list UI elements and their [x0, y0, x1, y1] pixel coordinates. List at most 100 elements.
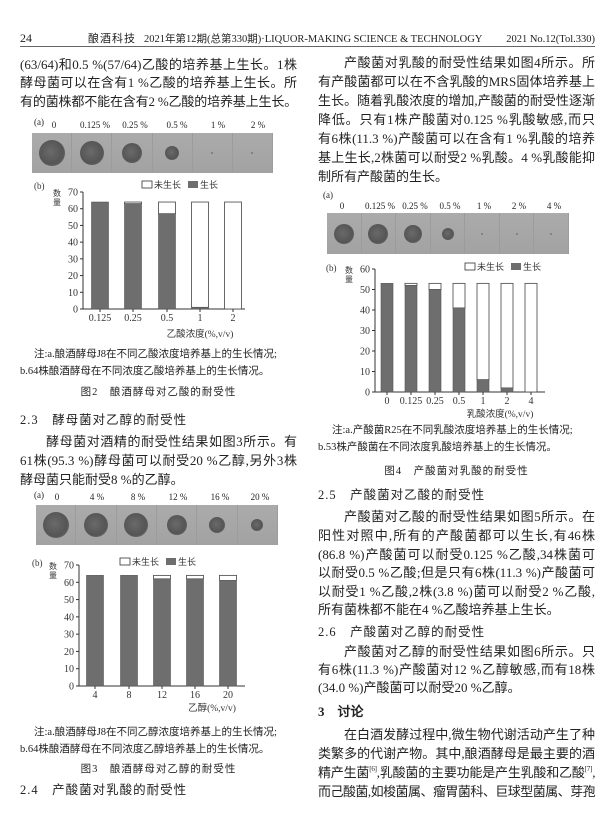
y-tick-label: 0 [73, 305, 78, 316]
plate-cell [327, 213, 362, 254]
panel-b-label: (b) [32, 558, 43, 568]
y-tick-label: 10 [68, 288, 78, 299]
header-rule [20, 46, 595, 47]
y-tick-label: 0 [365, 388, 370, 399]
figure4-note: 注:a.产酸菌R25在不同乳酸浓度培养基上的生长情况; [332, 425, 573, 436]
figure4-concentration-label: 0.25 % [402, 201, 428, 211]
y-tick-label: 20 [64, 647, 74, 658]
bar-grown [219, 580, 237, 687]
body-text-line: 61株(95.3 %)酵母菌可以耐受20 %乙醇,另外3株 [20, 453, 297, 468]
x-tick-label: 1 [481, 396, 486, 407]
y-tick-label: 40 [360, 306, 370, 317]
figure3-panel-a-label: (a) [34, 490, 44, 500]
bar-grown [191, 307, 209, 310]
body-text-line: (86.8 %)产酸菌可以耐受0.125 %乙酸,34株菌可 [318, 547, 595, 562]
body-text-line: 以耐受0.5 %乙酸;但是只有6株(11.3 %)产酸菌可 [318, 565, 595, 580]
figure4-concentration-label: 0 [339, 201, 345, 211]
body-text-line: 有6株(11.3 %)产酸菌可以在含有1 %乳酸的培养 [318, 131, 595, 146]
y-tick-label: 40 [64, 612, 74, 623]
figure3-concentration-label: 8 % [130, 492, 146, 502]
bar-not-grown [404, 282, 418, 286]
y-axis-label: 数 [53, 188, 61, 198]
colony [333, 223, 354, 244]
bar-not-grown [186, 574, 204, 580]
colony [368, 223, 389, 244]
citation-ref[interactable]: [6] [369, 765, 377, 773]
plate-cell [237, 505, 278, 545]
section-heading-2-6: 2.6 产酸菌对乙醇的耐受性 [318, 625, 486, 639]
plate-cell [430, 213, 466, 254]
y-tick-label: 10 [360, 367, 370, 378]
plate-cell [499, 213, 535, 254]
y-tick-label: 20 [68, 271, 78, 282]
bar-not-grown [224, 201, 242, 310]
citation-ref[interactable]: [7] [584, 765, 593, 773]
body-text-line: 有产酸菌都可以在不含乳酸的MRS固体培养基上 [318, 74, 595, 89]
plate-cell [534, 213, 570, 254]
section-heading-2-5: 2.5 产酸菌对乙酸的耐受性 [318, 488, 486, 502]
text-run: ,乳酸菌的主要功能是产生乳酸和乙酸 [376, 765, 585, 780]
figure4-concentration-label: 1 % [476, 201, 492, 211]
body-text-line: (63/64)和0.5 %(57/64)乙酸的培养基上生长。1株 [20, 57, 297, 72]
plate-cell [465, 213, 500, 254]
y-tick-label: 50 [68, 221, 78, 232]
legend-swatch-not-grown [141, 180, 153, 189]
x-tick-label: 0.25 [124, 313, 142, 324]
body-text-line: 类繁多的代谢产物。其中,酿酒酵母是最主要的酒 [318, 746, 595, 761]
figure3-concentration-label: 4 % [89, 492, 105, 502]
figure3-note: b.64株酿酒酵母在不同浓度乙醇培养基上的生长情况。 [20, 744, 270, 755]
figure2-concentration-label: 0.5 % [166, 120, 188, 130]
y-axis-label: 量 [53, 198, 61, 207]
plate-cell [116, 505, 157, 545]
x-tick-label: 0.125 [89, 313, 112, 324]
body-text-line: 生长。随着乳酸浓度的增加,产酸菌的耐受性逐渐 [318, 93, 595, 108]
legend-label: 生长 [178, 556, 196, 567]
y-axis-label: 数 [345, 265, 353, 275]
plate-cell [36, 505, 77, 545]
figure2-concentration-label: 2 % [250, 120, 266, 130]
figure4-concentration-label: 2 % [511, 201, 527, 211]
plate-cell [112, 133, 153, 173]
y-tick-label: 50 [360, 285, 370, 296]
figure4-concentration-label: 0.125 % [365, 201, 395, 211]
y-tick-label: 30 [64, 630, 74, 641]
section-heading-3: 3 讨论 [318, 704, 364, 719]
legend-swatch-grown [188, 181, 198, 188]
bar-grown [158, 213, 176, 310]
body-text-line: 有6株(11.3 %)产酸菌对12 %乙醇敏感,而有18株 [318, 662, 595, 677]
bar-not-grown [191, 201, 209, 308]
bar-grown [153, 578, 171, 687]
running-header: 24 酿酒科技 2021年第12期(总第330期)·LIQUOR-MAKING … [20, 31, 595, 45]
legend-label: 未生长 [154, 179, 181, 190]
plate-cell [361, 213, 397, 254]
figure2-concentration-label: 1 % [210, 120, 226, 130]
plate-cell [192, 133, 233, 173]
colony [515, 232, 518, 235]
legend-swatch-not-grown [464, 262, 476, 271]
bar-grown [380, 283, 394, 393]
colony [441, 227, 454, 240]
bar-grown [500, 387, 514, 393]
page-number: 24 [20, 31, 32, 45]
figure3-concentration-label: 20 % [250, 492, 270, 502]
colony [79, 141, 104, 165]
section-heading-2-4: 2.4 产酸菌对乳酸的耐受性 [20, 783, 188, 797]
bar-grown [124, 203, 142, 310]
colony [251, 152, 254, 154]
legend-swatch-grown [166, 558, 176, 565]
y-tick-label: 20 [360, 347, 370, 358]
legend-label: 未生长 [132, 556, 159, 567]
figure2-note: b.64株酿酒酵母在不同浓度乙酸培养基上的生长情况。 [20, 366, 270, 377]
bar-not-grown [452, 282, 466, 309]
panel-b-label: (b) [326, 263, 337, 273]
figure2-note: 注:a.酿酒酵母J8在不同乙酸浓度培养基上的生长情况; [34, 349, 277, 360]
plate-cell [197, 505, 238, 545]
y-axis-label: 量 [49, 571, 57, 580]
journal-name: 酿酒科技 [88, 33, 136, 45]
x-tick-label: 1 [198, 313, 203, 324]
figure3-note: 注:a.酿酒酵母J8在不同乙醇浓度培养基上的生长情况; [34, 727, 277, 738]
body-text-line: (34.0 %)产酸菌可以耐受20 %乙醇。 [318, 680, 521, 695]
y-tick-label: 30 [68, 254, 78, 265]
body-text-line: 降低。只有1株产酸菌对0.125 %乳酸敏感,而只 [318, 112, 595, 127]
